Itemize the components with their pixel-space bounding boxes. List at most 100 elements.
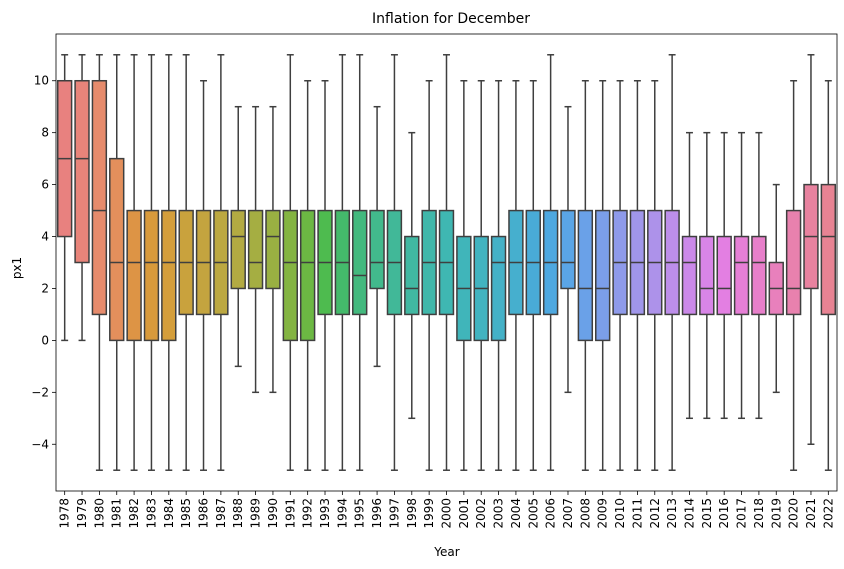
x-tick-label: 2005 — [526, 498, 540, 529]
x-tick-label: 1983 — [144, 498, 158, 529]
box-2013 — [664, 54, 680, 471]
box-2006 — [542, 54, 559, 471]
x-tick-label: 1993 — [318, 498, 332, 529]
box-body — [751, 235, 767, 316]
x-tick-label: 2013 — [665, 498, 679, 529]
box-2012 — [647, 79, 663, 471]
x-tick-label: 1987 — [214, 498, 228, 529]
y-tick-label: −2 — [31, 385, 49, 399]
x-tick-label: 1990 — [266, 498, 280, 529]
x-tick-label: 1988 — [231, 498, 245, 529]
box-body — [230, 209, 246, 290]
box-2014 — [681, 131, 698, 420]
box-2002 — [473, 79, 489, 471]
box-body — [716, 235, 732, 316]
x-tick-label: 2018 — [752, 498, 766, 529]
x-tick-label: 2016 — [717, 498, 731, 529]
box-body — [91, 79, 108, 316]
box-2003 — [490, 79, 507, 471]
x-tick-label: 2020 — [787, 498, 801, 529]
x-tick-label: 1986 — [197, 498, 211, 529]
box-body — [404, 235, 420, 316]
x-tick-label: 1994 — [335, 498, 349, 529]
box-1996 — [369, 105, 385, 368]
box-body — [560, 209, 576, 290]
x-tick-label: 2015 — [700, 498, 714, 529]
y-tick-label: 4 — [41, 230, 49, 244]
x-tick-label: 2004 — [509, 498, 523, 529]
x-tick-label: 2000 — [440, 498, 454, 529]
box-body — [161, 209, 177, 342]
box-body — [785, 209, 802, 316]
box-1995 — [352, 54, 368, 471]
box-body — [265, 209, 281, 290]
box-series — [56, 54, 837, 471]
y-tick-label: 6 — [41, 178, 49, 192]
x-tick-label: 2008 — [578, 498, 592, 529]
box-body — [820, 183, 837, 316]
box-2009 — [595, 79, 611, 471]
box-body — [490, 235, 507, 342]
box-2017 — [733, 131, 750, 420]
x-tick-label: 1981 — [110, 498, 124, 529]
box-body — [143, 209, 160, 342]
box-1981 — [109, 54, 125, 471]
chart-title: Inflation for December — [372, 11, 530, 27]
box-2015 — [699, 131, 715, 420]
box-body — [109, 157, 125, 342]
box-body — [74, 79, 90, 264]
box-2016 — [716, 131, 732, 420]
box-1980 — [91, 54, 108, 471]
x-tick-label: 2002 — [474, 498, 488, 529]
box-2019 — [768, 183, 784, 394]
box-1999 — [421, 79, 437, 471]
x-tick-label: 2003 — [492, 498, 506, 529]
x-tick-label: 1998 — [405, 498, 419, 529]
box-2008 — [577, 79, 594, 471]
x-tick-label: 2011 — [630, 498, 644, 529]
x-tick-label: 2021 — [804, 498, 818, 529]
x-tick-label: 2009 — [596, 498, 610, 529]
box-2011 — [629, 79, 646, 471]
box-1994 — [334, 54, 351, 471]
x-tick-label: 1996 — [370, 498, 384, 529]
box-1993 — [317, 79, 333, 471]
box-body — [352, 209, 368, 316]
x-tick-label: 1989 — [249, 498, 263, 529]
y-axis: −4 −2 0 2 4 6 8 10 — [31, 74, 56, 451]
x-axis: 1978 1979 1980 1981 1982 1983 1984 1985 1986 1987… — [58, 491, 835, 529]
box-2022 — [820, 79, 837, 471]
x-tick-label: 2022 — [821, 498, 835, 529]
box-2010 — [612, 79, 628, 471]
x-tick-label: 1991 — [283, 498, 297, 529]
box-2005 — [525, 79, 541, 471]
y-tick-label: 2 — [41, 281, 49, 295]
box-1982 — [126, 54, 142, 471]
x-tick-label: 1984 — [162, 498, 176, 529]
box-1986 — [195, 79, 212, 471]
box-body — [595, 209, 611, 342]
box-2001 — [456, 79, 472, 471]
box-1998 — [404, 131, 420, 420]
box-body — [699, 235, 715, 316]
box-1989 — [247, 105, 264, 394]
box-body — [369, 209, 385, 290]
box-1984 — [161, 54, 177, 471]
x-tick-label: 2007 — [561, 498, 575, 529]
box-2000 — [438, 54, 455, 471]
box-1979 — [74, 54, 90, 342]
x-tick-label: 2017 — [735, 498, 749, 529]
x-tick-label: 2001 — [457, 498, 471, 529]
box-body — [733, 235, 750, 316]
x-tick-label: 1980 — [92, 498, 106, 529]
box-body — [282, 209, 298, 342]
x-tick-label: 2006 — [544, 498, 558, 529]
box-body — [126, 209, 142, 342]
box-1991 — [282, 54, 298, 471]
box-2020 — [785, 79, 802, 471]
box-1990 — [265, 105, 281, 394]
box-1997 — [386, 54, 403, 471]
x-tick-label: 2010 — [613, 498, 627, 529]
x-tick-label: 1982 — [127, 498, 141, 529]
